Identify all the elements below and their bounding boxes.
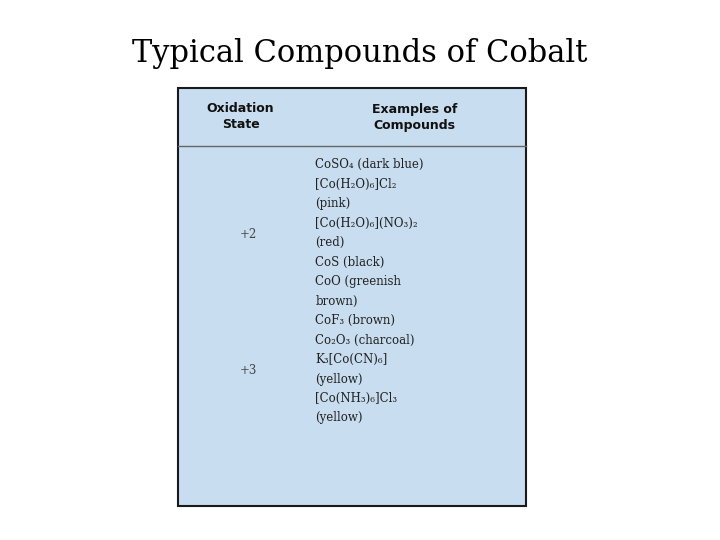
Text: K₃[Co(CN)₆]: K₃[Co(CN)₆] xyxy=(315,353,387,366)
Text: [Co(H₂O)₆](NO₃)₂: [Co(H₂O)₆](NO₃)₂ xyxy=(315,217,418,230)
Text: Examples of
Compounds: Examples of Compounds xyxy=(372,103,457,132)
Text: (pink): (pink) xyxy=(315,197,351,210)
Text: [Co(H₂O)₆]Cl₂: [Co(H₂O)₆]Cl₂ xyxy=(315,178,397,191)
Text: +2: +2 xyxy=(240,227,257,240)
Text: brown): brown) xyxy=(315,294,358,307)
Text: CoO (greenish: CoO (greenish xyxy=(315,275,401,288)
Text: +3: +3 xyxy=(240,364,257,377)
Text: (yellow): (yellow) xyxy=(315,411,363,424)
Text: Typical Compounds of Cobalt: Typical Compounds of Cobalt xyxy=(132,38,588,69)
Text: Co₂O₃ (charcoal): Co₂O₃ (charcoal) xyxy=(315,334,415,347)
Text: CoS (black): CoS (black) xyxy=(315,255,384,268)
Text: [Co(NH₃)₆]Cl₃: [Co(NH₃)₆]Cl₃ xyxy=(315,392,397,405)
Text: CoF₃ (brown): CoF₃ (brown) xyxy=(315,314,395,327)
Text: (red): (red) xyxy=(315,236,345,249)
Text: Oxidation
State: Oxidation State xyxy=(207,103,274,132)
Text: CoSO₄ (dark blue): CoSO₄ (dark blue) xyxy=(315,158,424,171)
Text: (yellow): (yellow) xyxy=(315,373,363,386)
Bar xyxy=(178,88,526,506)
